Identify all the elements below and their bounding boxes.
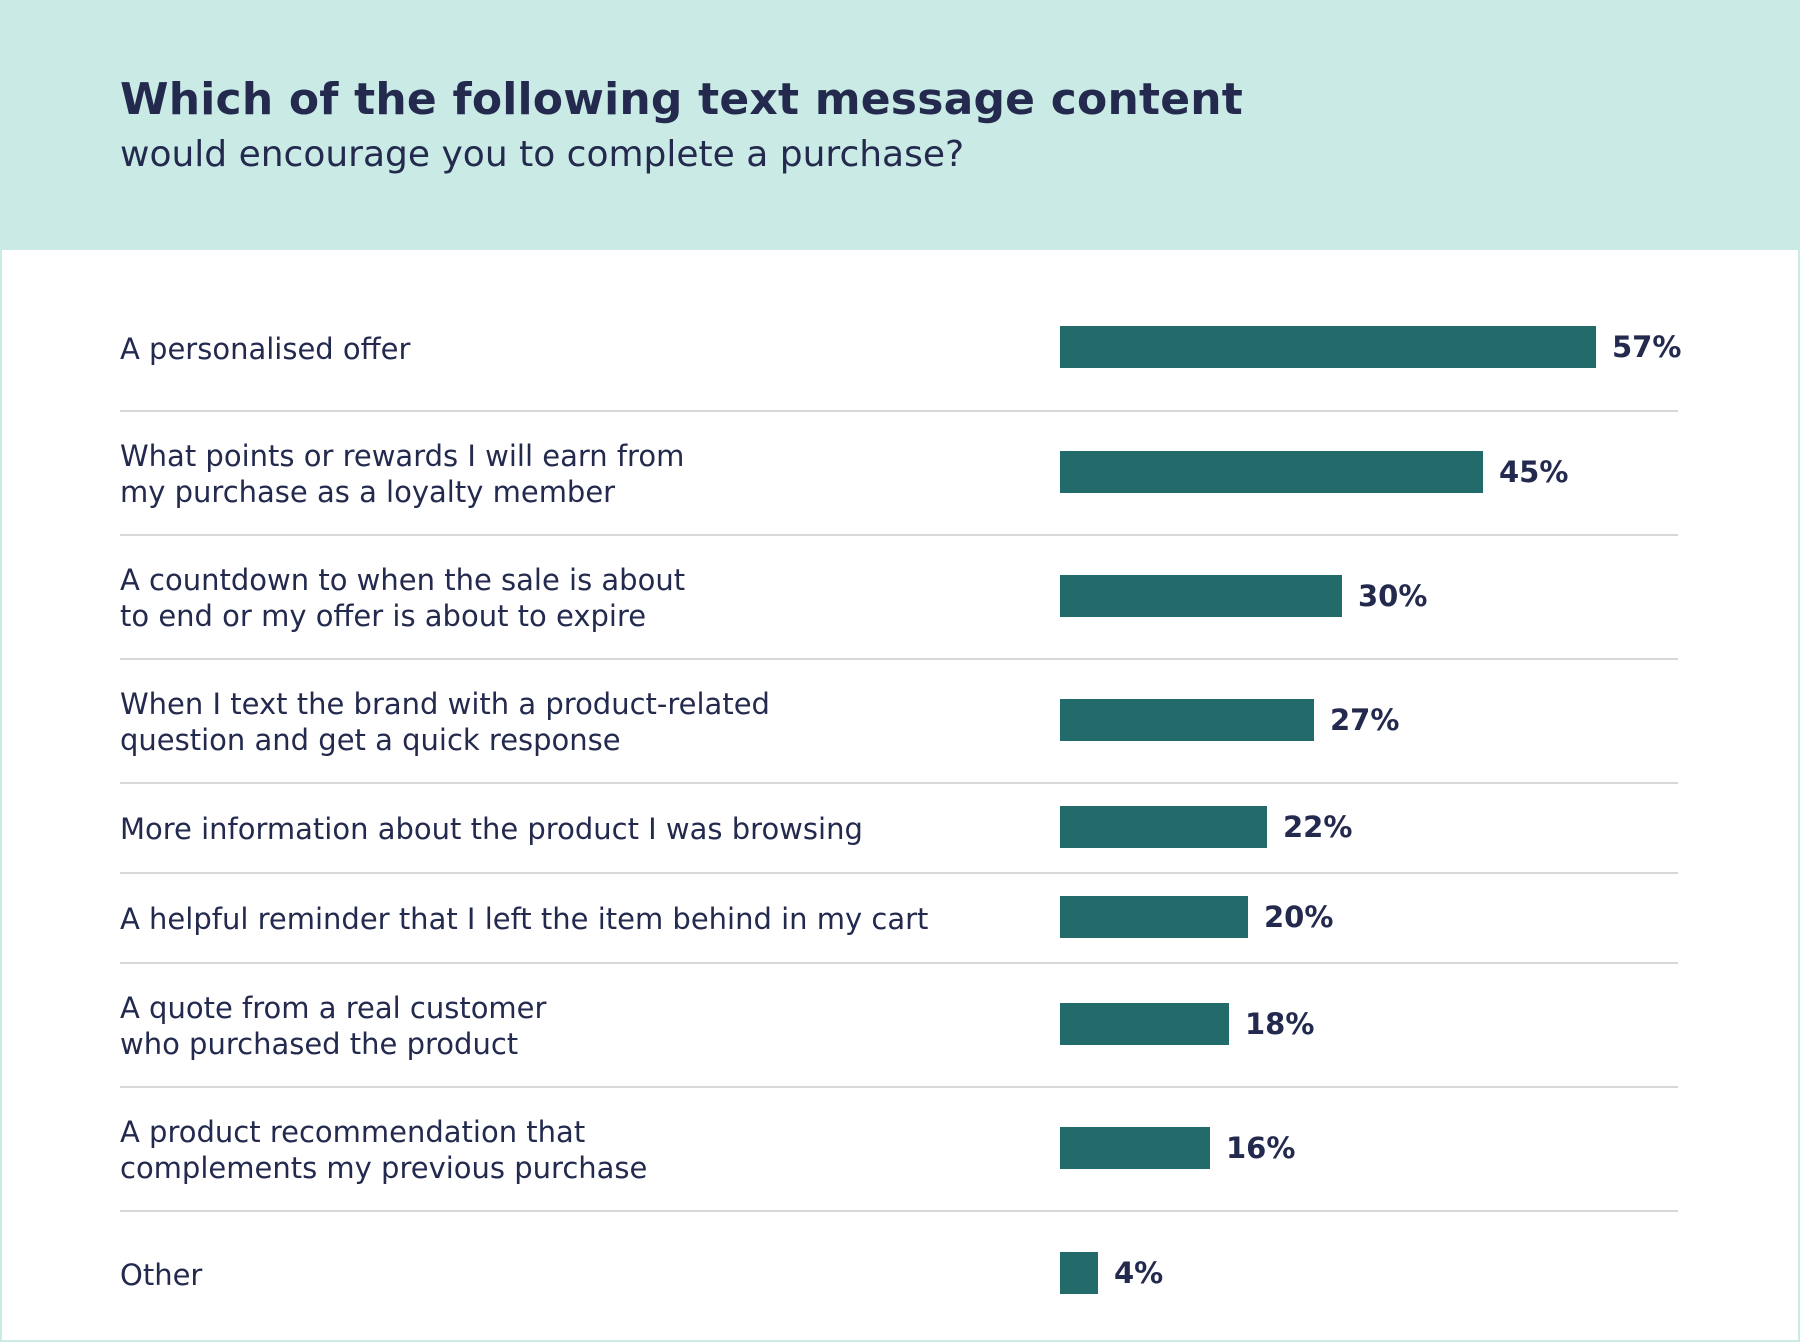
chart-row: A personalised offer 57% xyxy=(2,286,1798,412)
category-label: A countdown to when the sale is about to… xyxy=(120,563,686,633)
bar-value-label: 45% xyxy=(1499,455,1569,489)
chart-row: A helpful reminder that I left the item … xyxy=(2,874,1798,964)
category-label: A quote from a real customer who purchas… xyxy=(120,991,547,1061)
row-divider xyxy=(120,1210,1678,1212)
category-label: A personalised offer xyxy=(120,332,411,366)
chart-subtitle: would encourage you to complete a purcha… xyxy=(120,134,965,175)
bar-value-label: 18% xyxy=(1245,1007,1315,1041)
row-divider xyxy=(120,782,1678,784)
bar-value-label: 22% xyxy=(1283,810,1353,844)
bar xyxy=(1060,699,1314,741)
category-label: Other xyxy=(120,1258,203,1292)
bar-value-label: 16% xyxy=(1226,1131,1296,1165)
row-divider xyxy=(120,1086,1678,1088)
bar-value-label: 30% xyxy=(1358,579,1428,613)
chart-row: Other 4% xyxy=(2,1212,1798,1338)
chart-header: Which of the following text message cont… xyxy=(0,0,1800,250)
category-label: More information about the product I was… xyxy=(120,812,863,846)
bar-value-label: 4% xyxy=(1114,1256,1164,1290)
bar xyxy=(1060,451,1483,493)
chart-row: When I text the brand with a product-rel… xyxy=(2,660,1798,784)
bar-value-label: 20% xyxy=(1264,900,1334,934)
row-divider xyxy=(120,872,1678,874)
chart-panel: A personalised offer 57% What points or re… xyxy=(2,250,1798,1340)
bar-value-label: 27% xyxy=(1330,703,1400,737)
row-divider xyxy=(120,410,1678,412)
bar xyxy=(1060,1127,1210,1169)
row-divider xyxy=(120,658,1678,660)
chart-row: A product recommendation that complement… xyxy=(2,1088,1798,1212)
category-label: A product recommendation that complement… xyxy=(120,1115,648,1185)
chart-row: A quote from a real customer who purchas… xyxy=(2,964,1798,1088)
bar xyxy=(1060,896,1248,938)
chart-title: Which of the following text message cont… xyxy=(120,74,1243,125)
chart-row: More information about the product I was… xyxy=(2,784,1798,874)
row-divider xyxy=(120,962,1678,964)
category-label: A helpful reminder that I left the item … xyxy=(120,902,929,936)
bar xyxy=(1060,326,1596,368)
chart-row: What points or rewards I will earn from … xyxy=(2,412,1798,536)
bar xyxy=(1060,575,1342,617)
row-divider xyxy=(120,534,1678,536)
category-label: When I text the brand with a product-rel… xyxy=(120,687,770,757)
chart-row: A countdown to when the sale is about to… xyxy=(2,536,1798,660)
bar-value-label: 57% xyxy=(1612,330,1682,364)
bar xyxy=(1060,1003,1229,1045)
bar xyxy=(1060,1252,1098,1294)
bar xyxy=(1060,806,1267,848)
category-label: What points or rewards I will earn from … xyxy=(120,439,685,509)
